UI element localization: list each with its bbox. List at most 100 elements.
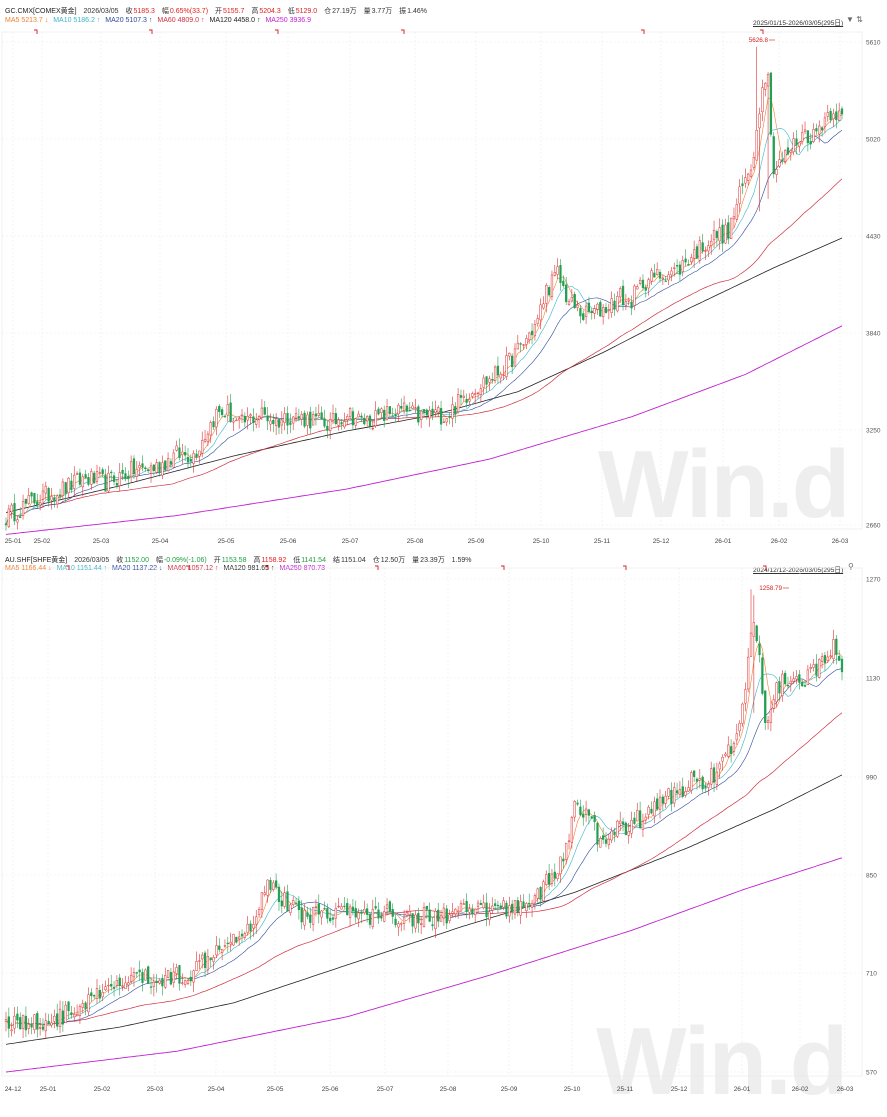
candle-body bbox=[124, 982, 127, 990]
candle-body bbox=[16, 519, 19, 523]
candle-body bbox=[320, 412, 323, 420]
range-menu-icon[interactable]: ⚲ bbox=[848, 562, 854, 571]
candle-body bbox=[545, 874, 548, 885]
range-selector[interactable]: 2024/12/12-2026/03/05(295日) bbox=[753, 567, 844, 574]
candle-body bbox=[129, 975, 133, 982]
candle-body bbox=[775, 169, 778, 175]
candle-body bbox=[508, 905, 511, 917]
candle-body bbox=[818, 659, 821, 678]
candle-body bbox=[468, 908, 471, 913]
chg-value: -0.09%(-1.06) bbox=[163, 557, 207, 564]
candle-body bbox=[502, 900, 505, 908]
candle-body bbox=[550, 274, 554, 297]
candle-body bbox=[141, 972, 144, 983]
candle-body bbox=[590, 816, 593, 819]
candle-body bbox=[442, 907, 446, 919]
x-tick-label: 25-04 bbox=[208, 1086, 225, 1093]
candle-body bbox=[835, 638, 838, 655]
candle-body bbox=[624, 822, 628, 836]
candle-body bbox=[397, 404, 400, 414]
candle-body bbox=[24, 498, 28, 504]
candle-body bbox=[158, 980, 161, 984]
candle-body bbox=[178, 965, 181, 984]
candle-body bbox=[232, 934, 235, 946]
chg-name: 幅 bbox=[161, 8, 169, 15]
candle-body bbox=[619, 820, 622, 825]
range-menu-icon[interactable]: ▼ ⇅ bbox=[846, 15, 863, 24]
close-name: 收 bbox=[116, 557, 124, 564]
candle-body bbox=[280, 900, 283, 907]
candle-body bbox=[41, 490, 45, 500]
candle-body bbox=[786, 685, 790, 687]
candle-body bbox=[718, 227, 721, 242]
candle-body bbox=[149, 465, 153, 474]
candle-body bbox=[81, 1003, 84, 1008]
candle-body bbox=[56, 495, 59, 505]
ma-legend-item: MA10 5186.2 ↑ bbox=[53, 17, 101, 24]
candle-body bbox=[380, 916, 383, 919]
candle-body bbox=[513, 348, 517, 367]
range-selector[interactable]: 2025/01/15-2026/03/05(295日) bbox=[753, 20, 844, 27]
candle-body bbox=[317, 412, 320, 416]
ma-legend-item: MA120 981.65 ↑ bbox=[223, 565, 275, 572]
candle-body bbox=[226, 942, 229, 945]
y-tick-label: 3250 bbox=[866, 428, 881, 435]
candle-body bbox=[323, 908, 326, 910]
candle-body bbox=[661, 796, 664, 804]
candle-body bbox=[425, 905, 428, 910]
candle-body bbox=[462, 395, 465, 398]
candle-body bbox=[223, 945, 227, 947]
candle-body bbox=[693, 249, 696, 259]
candle-body bbox=[238, 936, 241, 940]
candle-body bbox=[257, 416, 261, 420]
ma250-line bbox=[5, 857, 843, 1073]
candle-body bbox=[710, 240, 713, 246]
candle-body bbox=[576, 802, 579, 805]
candle-body bbox=[636, 286, 639, 290]
candle-body bbox=[647, 806, 650, 815]
candle-body bbox=[414, 407, 417, 409]
candle-body bbox=[695, 778, 699, 782]
candle-body bbox=[752, 622, 755, 637]
ma250-line bbox=[5, 325, 843, 535]
candle-body bbox=[138, 969, 141, 973]
candle-body bbox=[479, 902, 482, 905]
candle-body bbox=[499, 905, 502, 909]
candle-body bbox=[36, 1013, 39, 1030]
candle-body bbox=[127, 475, 130, 480]
x-tick-label: 25-07 bbox=[342, 538, 359, 545]
high-name: 高 bbox=[251, 8, 259, 15]
x-tick-label: 25-01 bbox=[40, 1086, 57, 1093]
candle-body bbox=[58, 494, 62, 497]
candle-body bbox=[246, 415, 249, 421]
candle-body bbox=[624, 301, 628, 306]
candle-body bbox=[582, 813, 585, 818]
candle-body bbox=[73, 474, 76, 489]
x-tick-label: 25-09 bbox=[501, 1086, 518, 1093]
candle-body bbox=[67, 1001, 70, 1012]
event-marker bbox=[34, 29, 38, 34]
candle-body bbox=[266, 879, 269, 896]
open-value: 5155.7 bbox=[222, 8, 245, 15]
candle-body bbox=[741, 703, 744, 724]
candle-body bbox=[798, 674, 801, 683]
candle-body bbox=[232, 420, 235, 423]
candle-body bbox=[149, 986, 153, 988]
candle-body bbox=[371, 427, 374, 430]
candle-body bbox=[351, 906, 355, 912]
candle-body bbox=[547, 287, 551, 296]
candle-body bbox=[673, 267, 676, 269]
candle-body bbox=[684, 258, 687, 263]
candle-body bbox=[346, 416, 349, 420]
candle-body bbox=[826, 112, 829, 117]
candle-body bbox=[499, 373, 502, 379]
candle-body bbox=[593, 815, 596, 823]
candle-body bbox=[437, 407, 440, 413]
candle-body bbox=[329, 419, 332, 432]
candle-body bbox=[576, 304, 579, 308]
candle-body bbox=[704, 785, 707, 789]
candle-body bbox=[602, 835, 605, 840]
vol-name: 仓 bbox=[372, 557, 380, 564]
candle-body bbox=[277, 419, 281, 428]
candle-body bbox=[712, 229, 716, 241]
